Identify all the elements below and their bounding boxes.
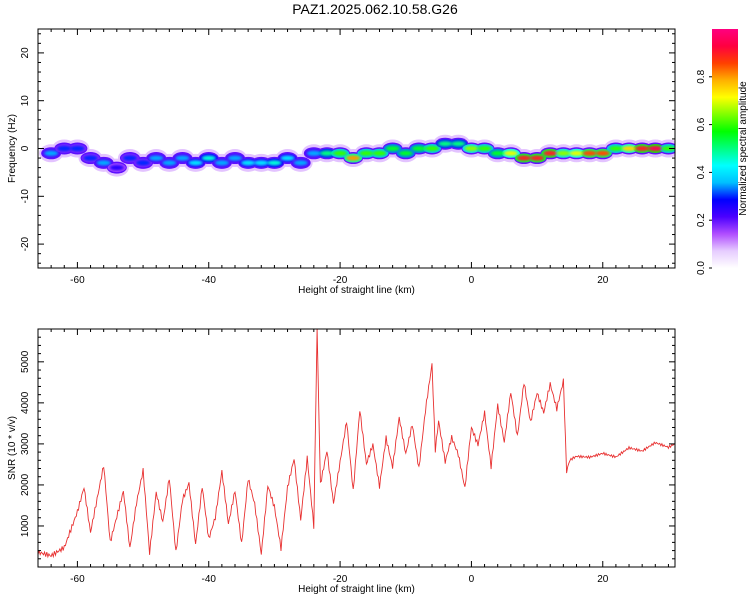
heatmap-xtick-label: -40 (202, 275, 217, 286)
colorbar-tick-label: 0.2 (696, 213, 707, 227)
heatmap-cell (109, 165, 124, 171)
heatmap-cell (280, 155, 295, 161)
snr-ytick-label: 4000 (20, 391, 31, 414)
snr-ytick-label: 5000 (20, 350, 31, 373)
heatmap-cell (464, 145, 479, 152)
heatmap-cell (149, 155, 164, 161)
heatmap-cell (96, 160, 111, 166)
heatmap-xtick-label: 0 (469, 275, 475, 286)
colorbar-label: Normalized spectral amplitude (738, 81, 749, 216)
heatmap-cell (333, 150, 348, 156)
colorbar-tick-label: 0.0 (696, 261, 707, 275)
heatmap-cell (516, 155, 531, 161)
heatmap-area (39, 134, 675, 177)
heatmap-cell (214, 160, 229, 166)
snr-frame (37, 328, 676, 568)
heatmap-cell (306, 150, 321, 156)
colorbar-tick-label: 0.6 (696, 117, 707, 131)
heatmap-xtick-label: 20 (597, 275, 609, 286)
heatmap-cell (228, 155, 243, 161)
heatmap-cell (477, 145, 492, 152)
heatmap-cell (359, 150, 374, 156)
heatmap-ylabel: Frequency (Hz) (7, 114, 18, 183)
heatmap-cell (293, 160, 308, 166)
heatmap-cell (411, 145, 426, 152)
heatmap-cell (346, 155, 361, 161)
heatmap-cell (162, 160, 177, 166)
chart-title: PAZ1.2025.062.10.58.G26 (292, 1, 458, 17)
heatmap-cell (372, 150, 387, 156)
heatmap-cell (122, 155, 137, 161)
heatmap-cell (136, 160, 151, 166)
heatmap-xtick-label: -60 (70, 275, 85, 286)
snr-xtick-label: -60 (70, 574, 85, 585)
heatmap-cell (425, 145, 440, 152)
heatmap-cell (241, 160, 256, 166)
snr-ytick-label: 1000 (20, 514, 31, 537)
heatmap-xtick-label: -20 (333, 275, 348, 286)
heatmap-cell (44, 150, 59, 156)
heatmap-xlabel: Height of straight line (km) (298, 285, 415, 296)
heatmap-cell (175, 155, 190, 161)
heatmap-ytick-label: 0 (20, 145, 31, 151)
heatmap-cell (582, 150, 597, 156)
heatmap-ytick-label: -20 (20, 236, 31, 251)
heatmap-cell (648, 145, 663, 152)
snr-series-line (38, 329, 675, 559)
heatmap-cell (595, 150, 610, 156)
heatmap-cell (490, 150, 505, 156)
heatmap-cell (622, 145, 637, 152)
heatmap-cell (438, 141, 453, 147)
heatmap-cell (451, 141, 466, 147)
heatmap-cell (608, 145, 623, 152)
heatmap-cell (556, 150, 571, 156)
heatmap-cell (201, 155, 216, 161)
heatmap-cell (635, 145, 650, 152)
heatmap-cell (254, 160, 269, 166)
heatmap-cell (267, 160, 282, 166)
snr-xtick-label: -20 (333, 574, 348, 585)
colorbar-tick-label: 0.4 (696, 165, 707, 179)
heatmap-cell (83, 155, 98, 161)
heatmap-cell (188, 160, 203, 166)
colorbar-tick-label: 0.8 (696, 69, 707, 83)
heatmap-cell (503, 150, 518, 156)
heatmap-ytick-label: 20 (20, 47, 31, 59)
heatmap-cell (569, 150, 584, 156)
snr-xtick-label: 20 (597, 574, 609, 585)
heatmap-cell (319, 150, 334, 156)
snr-ylabel: SNR (10 * v/v) (7, 416, 18, 480)
heatmap-cell (385, 145, 400, 152)
heatmap-cell (661, 145, 675, 152)
colorbar (712, 29, 738, 268)
heatmap-cell (543, 150, 558, 156)
heatmap-cell (398, 150, 413, 156)
heatmap-cell (57, 145, 72, 152)
heatmap-ytick-label: 10 (20, 95, 31, 107)
heatmap-cell (530, 155, 545, 161)
snr-xtick-label: 0 (469, 574, 475, 585)
heatmap-cell (70, 145, 85, 152)
snr-ytick-label: 2000 (20, 473, 31, 496)
heatmap-ytick-label: -10 (20, 189, 31, 204)
snr-xtick-label: -40 (202, 574, 217, 585)
snr-xlabel: Height of straight line (km) (298, 584, 415, 595)
snr-ytick-label: 3000 (20, 432, 31, 455)
